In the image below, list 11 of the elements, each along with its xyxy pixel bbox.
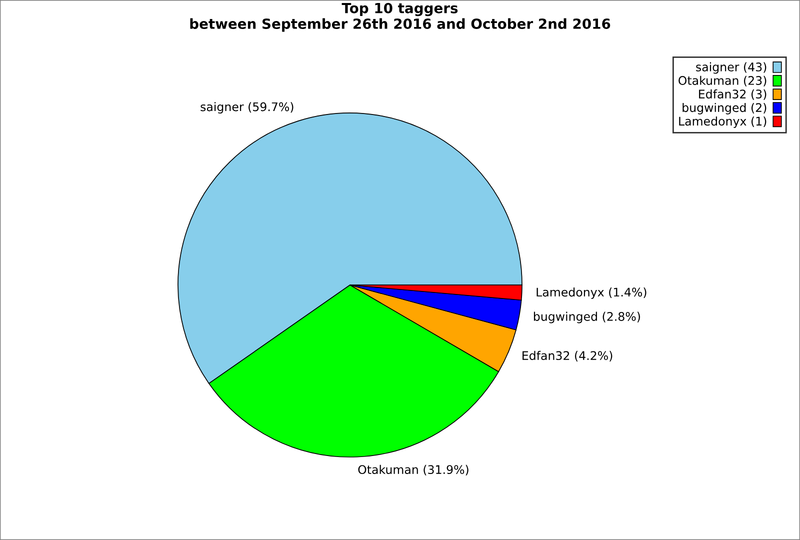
slice-label: Lamedonyx (1.4%) [536,287,646,299]
text: bugwinged (2) [682,102,766,114]
text: Lamedonyx (1) [679,116,766,128]
slice-label: Edfan32 (4.2%) [522,350,612,362]
slice-label: Otakuman (31.9%) [358,464,468,476]
slice-label: bugwinged (2.8%) [534,312,640,324]
text: Edfan32 (3) [699,89,766,100]
text: saigner (43) [696,62,766,74]
slice-label: saigner (59.7%) [200,102,294,114]
text: Otakuman (23) [678,76,766,86]
chart-title: Top 10 taggers between September 26th 2016 and October 2nd 2016 [190,2,610,32]
